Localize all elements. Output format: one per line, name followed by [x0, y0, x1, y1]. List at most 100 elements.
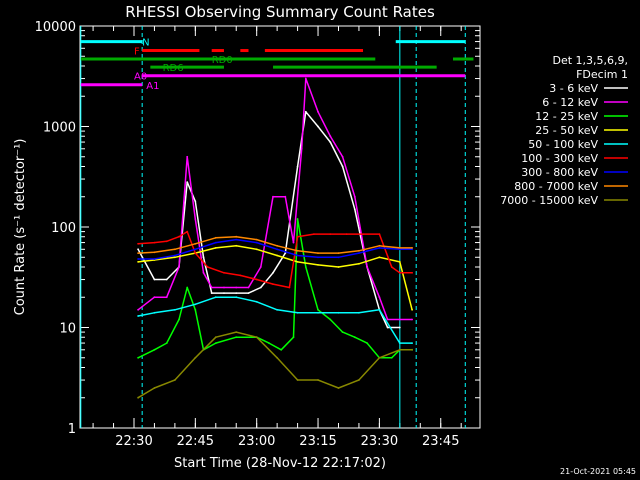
series-point	[398, 248, 401, 251]
series-point	[313, 233, 315, 236]
series-point	[341, 165, 344, 168]
series-point	[214, 336, 217, 339]
series-point	[358, 262, 360, 265]
x-tick-label: 23:00	[238, 434, 275, 449]
series-point	[153, 278, 156, 281]
series-point	[137, 242, 140, 245]
series-point	[174, 308, 176, 311]
series-point	[317, 379, 319, 381]
y-tick-label: 1	[68, 422, 76, 437]
flag-bar-label: RD6	[163, 63, 184, 74]
series-point	[259, 266, 262, 268]
series-point	[337, 266, 340, 268]
series-point	[137, 308, 140, 311]
series-point	[411, 318, 413, 321]
series-point	[186, 155, 189, 158]
series-point	[296, 261, 299, 263]
flag-bar-label: A0	[134, 72, 147, 83]
series-point	[202, 271, 205, 274]
series-line	[137, 218, 413, 359]
series-point	[235, 296, 238, 299]
legend-label: 3 - 6 keV	[549, 82, 598, 95]
series-point	[214, 342, 217, 344]
series-point	[317, 264, 319, 266]
series-point	[137, 396, 140, 399]
series-point	[378, 247, 381, 249]
series-point	[317, 252, 319, 255]
series-point	[255, 300, 258, 303]
y-tick-label: 10000	[35, 20, 76, 35]
series-point	[386, 326, 389, 329]
series-point	[186, 230, 189, 233]
series-point	[210, 286, 213, 289]
legend-header-line-1: Det 1,3,5,6,9,	[552, 54, 628, 67]
series-point	[178, 318, 180, 321]
series-point	[178, 266, 180, 268]
series-point	[247, 286, 250, 289]
series-point	[411, 342, 413, 344]
series-point	[353, 195, 356, 198]
series-point	[398, 247, 401, 249]
series-point	[304, 110, 307, 113]
series-point	[366, 342, 368, 344]
series-point	[174, 254, 176, 257]
series-point	[276, 356, 278, 359]
series-point	[317, 311, 319, 314]
legend-label: 300 - 800 keV	[521, 166, 598, 179]
series-point	[194, 242, 197, 245]
series-point	[296, 218, 299, 220]
series-point	[337, 252, 340, 255]
series-point	[317, 110, 319, 113]
plot-axes: 1 10 100 1000 10000 22:30 22:45 23:00 23:15 23:30…	[35, 20, 481, 449]
vertical-markers	[80, 26, 466, 428]
series-point	[235, 336, 238, 339]
series-point	[398, 261, 401, 263]
series-point	[210, 292, 213, 294]
series-point	[276, 254, 278, 257]
series-point	[317, 308, 319, 311]
series-point	[235, 292, 238, 294]
series-point	[214, 247, 217, 249]
plot-frame	[79, 25, 481, 429]
y-axis-label: Count Rate (s⁻¹ detector⁻¹)	[13, 139, 28, 316]
series-point	[296, 379, 299, 381]
series-point	[223, 292, 225, 294]
series-point	[337, 256, 340, 259]
series-point	[174, 256, 176, 259]
series-point	[345, 233, 348, 236]
series-point	[304, 77, 307, 80]
series-point	[178, 235, 180, 238]
series-point	[337, 387, 340, 389]
series-point	[165, 296, 168, 299]
series-point	[378, 244, 381, 247]
series-point	[398, 326, 401, 329]
flag-bar-label: RD0	[212, 55, 233, 66]
series-point	[358, 311, 360, 314]
series-point	[317, 125, 319, 128]
series-line	[137, 331, 413, 399]
series-point	[398, 271, 401, 274]
x-axis-label: Start Time (28-Nov-12 22:17:02)	[174, 456, 386, 471]
series-point	[235, 235, 238, 238]
series-point	[296, 165, 299, 168]
series-point	[276, 248, 278, 251]
series-point	[378, 256, 381, 259]
series-line	[137, 77, 413, 321]
series-point	[292, 336, 295, 339]
series-point	[329, 141, 332, 144]
series-point	[329, 135, 332, 138]
series-point	[255, 241, 258, 244]
series-point	[272, 271, 274, 274]
series-point	[214, 241, 217, 244]
series-point	[137, 315, 140, 317]
x-tick-label: 23:30	[361, 434, 398, 449]
series-point	[280, 348, 283, 351]
y-tick-label: 10	[59, 322, 76, 337]
series-point	[194, 200, 197, 203]
series-point	[390, 266, 393, 268]
series-point	[186, 181, 189, 184]
legend-label: 6 - 12 keV	[542, 96, 598, 109]
series-point	[378, 233, 381, 236]
series-point	[362, 233, 364, 236]
